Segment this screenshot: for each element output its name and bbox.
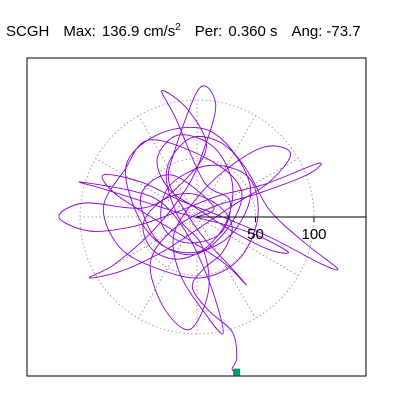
grid-spoke: [196, 216, 299, 276]
per-value: 0.360 s: [228, 23, 278, 40]
max-label: Max:: [63, 23, 96, 40]
max-value: 136.9 cm/s: [101, 23, 176, 40]
ang-label: Ang:: [291, 23, 323, 40]
end-marker-layer: [233, 368, 241, 376]
grid-spoke: [138, 115, 198, 218]
end-point-marker: [233, 368, 241, 376]
plot-header: SCGH Max: 136.9 cm/s2 Per: 0.360 s Ang: -73.7: [6, 18, 375, 42]
radial-tick-label-50: 50: [247, 226, 264, 243]
station-code: SCGH: [6, 23, 50, 40]
grid-spoke: [196, 216, 256, 319]
per-field: Per: 0.360 s: [195, 23, 278, 40]
grid-spoke: [138, 216, 198, 319]
radial-tick-label-100: 100: [301, 226, 326, 243]
per-label: Per:: [194, 23, 223, 40]
grid-spoke: [196, 115, 256, 218]
motion-trace: [58, 85, 339, 373]
ang-value: -73.7: [326, 23, 361, 40]
max-field: Max: 136.9 cm/s2: [63, 22, 181, 40]
ang-field: Ang: -73.7: [292, 23, 361, 40]
trace-line: [58, 85, 339, 373]
grid-spoke: [95, 158, 198, 218]
grid-spoke: [196, 158, 299, 218]
radial-axis: 50 100: [197, 216, 366, 243]
max-unit-exponent: 2: [175, 22, 181, 33]
